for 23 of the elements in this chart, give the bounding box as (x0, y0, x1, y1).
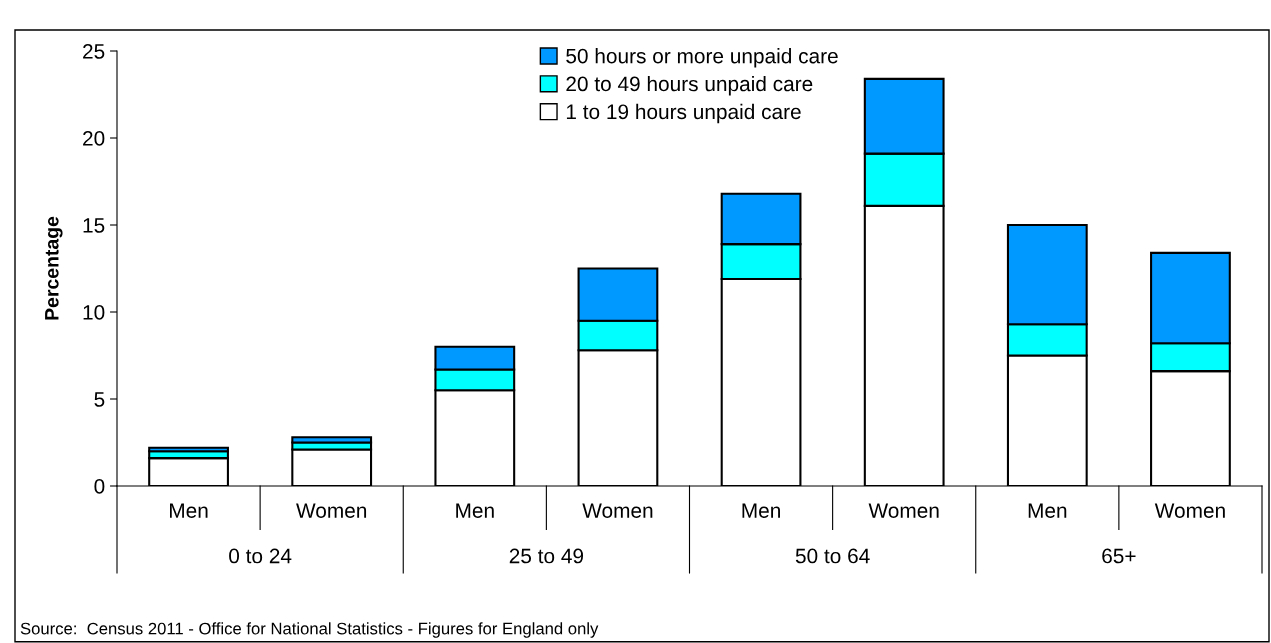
source-note: Source: Census 2011 - Office for National Statistics - Figures for England only (20, 622, 599, 638)
y-tick-label: 15 (83, 218, 105, 233)
x-tick-label: Women (868, 503, 939, 518)
legend-label: 1 to 19 hours unpaid care (566, 103, 801, 124)
text: 50 to 64 (795, 548, 870, 564)
y-tick-label: 20 (83, 131, 105, 146)
text: 65+ (1102, 548, 1136, 564)
x-tick-label: Men (456, 503, 494, 518)
y-tick-label: 5 (94, 392, 105, 407)
x-tick-label: Women (296, 503, 367, 518)
y-axis-title: Percentage (45, 216, 63, 320)
x-tick-label: Men (1028, 503, 1067, 518)
text: 0 to 24 (229, 548, 292, 564)
legend-label: 50 hours or more unpaid care (566, 48, 838, 68)
y-tick-label: 10 (83, 305, 105, 320)
text: 25 to 49 (509, 548, 584, 564)
x-tick-label: Women (1154, 503, 1225, 518)
y-tick-label: 0 (94, 479, 105, 494)
x-tick-label: Men (170, 503, 208, 518)
x-tick-label: Men (742, 503, 780, 518)
legend-label: 20 to 49 hours unpaid care (566, 75, 813, 96)
y-tick-label: 25 (83, 44, 105, 59)
x-tick-label: Women (582, 503, 653, 518)
